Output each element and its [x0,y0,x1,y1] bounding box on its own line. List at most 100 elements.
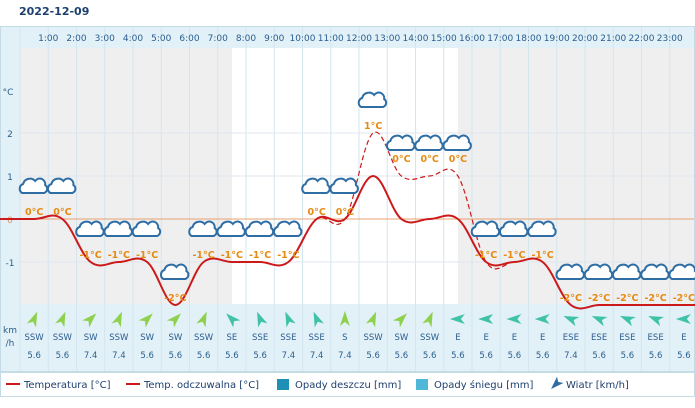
hour-label: 5:00 [151,34,171,44]
cloud-icon [442,134,472,151]
wind-arrow-icon [365,311,377,328]
wind-direction-label: SW [168,333,182,343]
cloud-icon [188,220,218,237]
temp-label: -1°C [221,250,243,261]
wind-arrow-shape [138,313,153,328]
cloud-icon [46,177,77,194]
wind-arrow-shape [591,315,608,327]
wind-direction-label: SSW [25,333,45,343]
cloud-icon [385,134,416,151]
wind-arrow-icon [619,315,636,327]
hour-label: 18:00 [516,34,542,44]
cloud-icon [555,263,585,280]
wind-speed-label: 5.6 [592,351,606,361]
cloud-icon [611,263,642,280]
temp-label: -2°C [560,293,582,304]
cloud-shape [188,220,218,237]
temp-label: 1°C [364,121,382,132]
hour-label: 13:00 [374,34,400,44]
cloud-icon [498,220,529,237]
cloud-icon [640,263,670,280]
wind-direction-label: E [512,333,517,343]
hour-label: 20:00 [572,34,598,44]
wind-speed-label: 5.6 [56,351,70,361]
wind-arrow-shape [365,311,377,328]
cloud-shape [159,263,190,280]
wind-direction-label: E [455,333,460,343]
wind-arrow-shape [82,313,97,328]
wind-direction-label: SW [394,333,408,343]
wind-arrow-icon [55,311,66,328]
temp-label: -2°C [588,293,610,304]
temp-label: 0°C [307,207,325,218]
y-unit-label: °C [3,88,14,98]
cloud-shape [442,134,472,151]
cloud-icon [470,220,501,237]
wind-arrow-icon [166,313,182,328]
legend-rain-label: Opady deszczu [mm] [295,380,401,391]
wind-arrow-icon [285,311,296,328]
wind-direction-label: ESE [648,333,664,343]
hour-label: 9:00 [264,34,284,44]
wind-arrow-shape [506,314,522,324]
wind-arrow-icon [138,313,153,328]
cloud-shape [555,263,585,280]
wind-speed-label: 5.6 [140,351,154,361]
wind-speed-label: 5.6 [366,351,380,361]
hour-label: 4:00 [123,34,143,44]
cloud-shape [640,263,670,280]
wind-speed-label: 7.4 [84,351,98,361]
temp-label: 0°C [53,207,71,218]
wind-band [0,304,695,372]
cloud-shape [18,177,49,194]
wind-speed-label: 5.6 [479,351,493,361]
wind-speed-label: 7.4 [112,351,126,361]
cloud-shape [414,134,444,151]
wind-arrow-shape [422,311,433,328]
temp-label: -1°C [192,250,214,261]
legend-wind-arrow [551,376,564,389]
wind-speed-label: 5.6 [451,351,465,361]
wind-direction-label: E [540,333,545,343]
wind-arrow-icon [675,314,691,324]
wind-arrow-icon [422,311,433,328]
wind-arrow-shape [285,311,296,328]
cloud-icon [668,263,695,280]
temp-label: -1°C [79,250,101,261]
wind-speed-label: 5.6 [677,351,691,361]
wind-speed-label: 7.4 [310,351,324,361]
wind-direction-label: ESE [619,333,635,343]
cloud-icon [272,220,303,237]
wind-speed-label: 5.6 [225,351,239,361]
wind-direction-label: SW [84,333,98,343]
wind-arrow-shape [392,313,408,328]
cloud-shape [103,220,133,237]
wind-arrow-shape [55,311,66,328]
feels-like-line [0,131,695,310]
cloud-shape [583,263,614,280]
wind-direction-label: S [342,333,347,343]
cloud-icon [103,220,133,237]
wind-speed-label: 5.6 [169,351,183,361]
legend-snow-label: Opady śniegu [mm] [434,379,534,391]
hour-label: 19:00 [544,34,570,44]
temp-label: 0°C [25,207,43,218]
cloud-icon [527,220,557,237]
hour-label: 3:00 [95,34,115,44]
cloud-shape [301,177,331,194]
legend-wind-label: Wiatr [km/h] [566,380,629,391]
cloud-shape [470,220,501,237]
y-tick-label: -1 [6,259,15,269]
wind-arrow-icon [257,311,268,328]
wind-direction-label: SSW [53,333,73,343]
wind-arrow-icon [26,311,38,328]
cloud-icon [216,220,246,237]
hour-label: 14:00 [403,34,429,44]
temp-label: -2°C [164,293,186,304]
hour-label: 7:00 [208,34,228,44]
header-band [0,26,695,48]
hour-label: 1:00 [38,34,58,44]
wind-direction-label: SSE [252,333,268,343]
wind-speed-label: 5.6 [621,351,635,361]
cloud-shape [385,134,416,151]
